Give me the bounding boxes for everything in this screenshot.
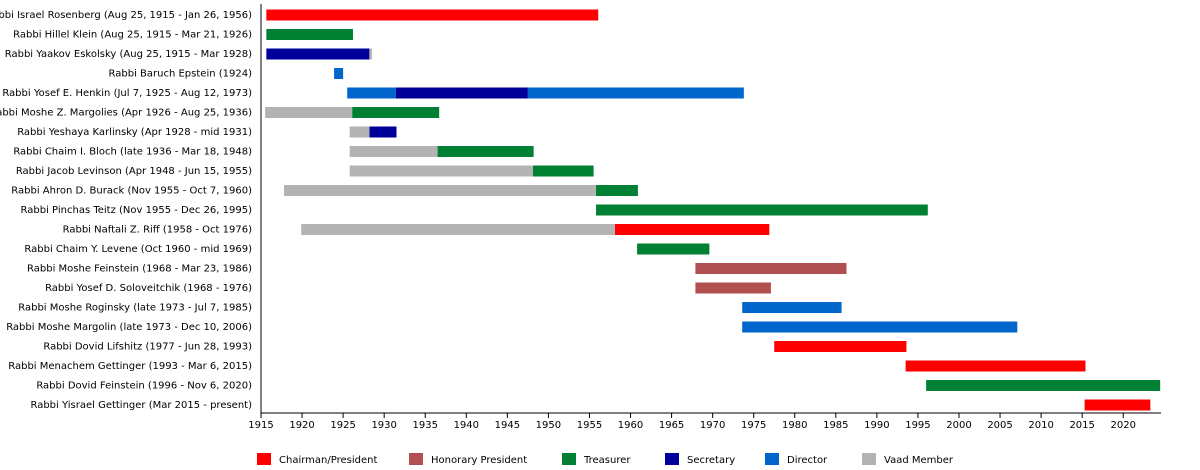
x-tick-label: 2020 [1110, 420, 1135, 431]
timeline-bar [369, 126, 397, 138]
legend-label: Vaad Member [884, 455, 954, 466]
x-tick-label: 1955 [577, 420, 602, 431]
x-tick-label: 1985 [823, 420, 848, 431]
row-label: Rabbi Pinchas Teitz (Nov 1955 - Dec 26, … [21, 205, 253, 216]
x-tick-label: 2010 [1028, 420, 1053, 431]
timeline-bar [695, 263, 847, 274]
timeline-bar [926, 380, 1161, 391]
legend-swatch [409, 453, 423, 465]
row-label: Rabbi Israel Rosenberg (Aug 25, 1915 - J… [0, 10, 252, 21]
row-label: Rabbi Yisrael Gettinger (Mar 2015 - pres… [30, 400, 252, 411]
row-label: Rabbi Moshe Roginsky (late 1973 - Jul 7,… [18, 303, 252, 314]
row-label: Rabbi Ahron D. Burack (Nov 1955 - Oct 7,… [11, 186, 252, 197]
legend-label: Treasurer [583, 455, 631, 466]
x-tick-label: 1935 [413, 420, 438, 431]
x-tick-label: 1995 [905, 420, 930, 431]
x-tick-label: 1915 [248, 420, 273, 431]
row-label: Rabbi Chaim I. Bloch (late 1936 - Mar 18… [13, 147, 252, 158]
x-tick-label: 1925 [330, 420, 355, 431]
x-tick-label: 1965 [659, 420, 684, 431]
x-tick-label: 1990 [864, 420, 889, 431]
timeline-bar [349, 165, 533, 177]
legend-swatch [257, 453, 271, 465]
row-label: Rabbi Dovid Feinstein (1996 - Nov 6, 202… [36, 381, 252, 392]
x-tick-label: 1940 [454, 420, 479, 431]
timeline-bar [742, 321, 1018, 333]
legend-swatch [665, 453, 679, 465]
row-label: Rabbi Jacob Levinson (Apr 1948 - Jun 15,… [16, 166, 252, 177]
timeline-bar [614, 224, 770, 235]
x-tick-label: 1930 [371, 420, 396, 431]
x-tick-label: 1970 [700, 420, 725, 431]
timeline-bar [527, 87, 744, 99]
timeline-bar [334, 68, 344, 79]
legend-label: Director [787, 455, 828, 466]
x-tick-label: 1980 [782, 420, 807, 431]
timeline-bar [596, 204, 928, 216]
x-tick-label: 1960 [618, 420, 643, 431]
timeline-bar [369, 48, 372, 60]
x-tick-label: 1975 [741, 420, 766, 431]
timeline-bar [437, 146, 534, 157]
row-label: Rabbi Naftali Z. Riff (1958 - Oct 1976) [63, 225, 252, 236]
timeline-bar [774, 341, 907, 352]
row-label: Rabbi Moshe Margolin (late 1973 - Dec 10… [6, 322, 252, 333]
timeline-bar [283, 185, 597, 196]
legend-swatch [862, 453, 876, 465]
row-label: Rabbi Yeshaya Karlinsky (Apr 1928 - mid … [17, 127, 252, 138]
timeline-bar [395, 87, 528, 99]
row-label: Rabbi Yosef D. Soloveitchik (1968 - 1976… [45, 283, 252, 294]
timeline-bar [266, 29, 353, 40]
legend-label: Honorary President [431, 455, 527, 466]
timeline-bar [347, 87, 396, 99]
timeline-bar [352, 107, 440, 118]
x-tick-label: 1945 [495, 420, 520, 431]
timeline-bar [266, 48, 370, 60]
row-label: Rabbi Moshe Feinstein (1968 - Mar 23, 19… [27, 264, 252, 275]
legend-swatch [562, 453, 576, 465]
timeline-bar [301, 224, 615, 235]
legend-label: Chairman/President [279, 455, 377, 466]
row-label: Rabbi Dovid Lifshitz (1977 - Jun 28, 199… [43, 342, 252, 353]
timeline-bar [349, 126, 370, 138]
legend-label: Secretary [687, 455, 735, 466]
timeline-bar [532, 165, 594, 177]
row-label: Rabbi Menachem Gettinger (1993 - Mar 6, … [8, 361, 252, 372]
timeline-bar [266, 9, 599, 21]
legend-swatch [765, 453, 779, 465]
x-tick-label: 2005 [987, 420, 1012, 431]
timeline-bar [637, 243, 710, 255]
timeline-bar [596, 185, 638, 196]
x-tick-label: 2015 [1069, 420, 1094, 431]
row-label: Rabbi Yosef E. Henkin (Jul 7, 1925 - Aug… [2, 88, 252, 99]
row-label: Rabbi Chaim Y. Levene (Oct 1960 - mid 19… [24, 244, 252, 255]
timeline-bar [742, 302, 842, 313]
x-tick-label: 1920 [289, 420, 314, 431]
row-label: Rabbi Yaakov Eskolsky (Aug 25, 1915 - Ma… [5, 49, 252, 60]
x-tick-label: 2000 [946, 420, 971, 431]
timeline-bar [265, 107, 353, 118]
timeline-bar [1084, 399, 1151, 411]
row-label: Rabbi Moshe Z. Margolies (Apr 1926 - Aug… [0, 108, 252, 119]
row-label: Rabbi Baruch Epstein (1924) [109, 69, 253, 80]
timeline-bar [905, 360, 1086, 372]
timeline-bar [695, 282, 771, 294]
timeline-bar [349, 146, 438, 157]
x-tick-label: 1950 [536, 420, 561, 431]
row-label: Rabbi Hillel Klein (Aug 25, 1915 - Mar 2… [13, 30, 252, 41]
